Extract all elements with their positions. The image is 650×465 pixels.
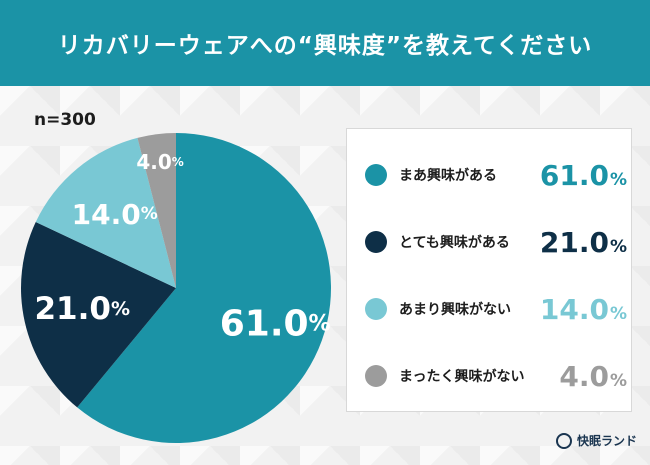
legend-value: 61.0% (540, 159, 627, 192)
legend-swatch (365, 298, 387, 320)
pie-data-label: 14.0% (72, 197, 158, 230)
legend-swatch (365, 365, 387, 387)
sample-size-note: n=300 (34, 110, 96, 130)
legend-swatch (365, 164, 387, 186)
legend-value-number: 4.0 (559, 359, 609, 393)
page-title: リカバリーウェアへの“興味度”を教えてください (57, 33, 593, 59)
legend-label: まあ興味がある (399, 168, 497, 184)
header-bar: リカバリーウェアへの“興味度”を教えてください (0, 0, 650, 86)
pie-slice (137, 133, 176, 288)
legend: まあ興味がある 61.0% とても興味がある 21.0% あまり興味がない 14… (346, 128, 632, 412)
brand-logo: 快眠ランド (556, 432, 637, 449)
crescent-logo-icon (556, 432, 572, 449)
legend-label: あまり興味がない (399, 302, 511, 318)
pie-data-label: 21.0% (34, 291, 130, 327)
pie-slice (77, 133, 332, 444)
legend-item: あまり興味がない 14.0% (365, 289, 627, 329)
legend-value-unit: % (609, 303, 627, 324)
pie-data-label: 4.0% (136, 150, 183, 174)
legend-value-number: 21.0 (539, 225, 609, 259)
legend-value: 4.0% (559, 360, 627, 393)
legend-swatch (365, 231, 387, 253)
legend-value-unit: % (609, 169, 627, 190)
pie-slice (35, 137, 177, 288)
pie-slice (21, 222, 177, 408)
legend-value-unit: % (609, 236, 627, 257)
legend-value-number: 61.0 (539, 158, 609, 192)
brand-name: 快眠ランド (577, 434, 638, 448)
legend-value: 21.0% (540, 226, 627, 259)
legend-item: まあ興味がある 61.0% (365, 155, 627, 195)
legend-item: とても興味がある 21.0% (365, 222, 627, 262)
legend-label: とても興味がある (399, 235, 510, 251)
legend-value-number: 14.0 (539, 292, 609, 326)
legend-item: まったく興味がない 4.0% (365, 356, 627, 396)
legend-value: 14.0% (540, 293, 627, 326)
legend-label: まったく興味がない (399, 369, 525, 385)
legend-value-unit: % (609, 370, 627, 391)
pie-data-label: 61.0% (220, 303, 331, 344)
